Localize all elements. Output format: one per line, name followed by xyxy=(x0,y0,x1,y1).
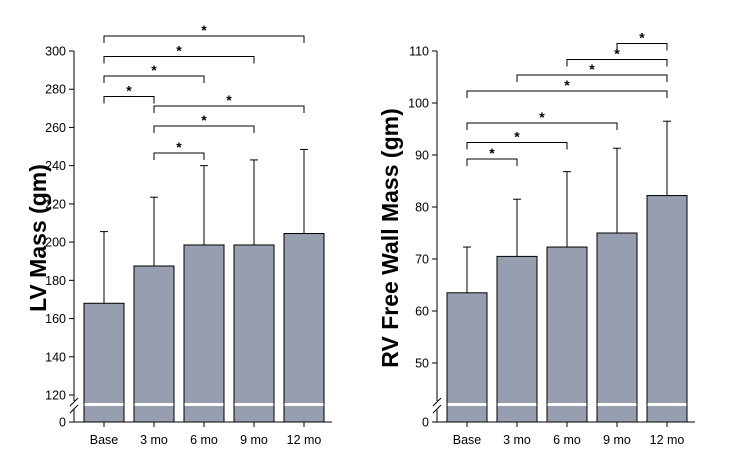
rv-y-axis-label: RV Free Wall Mass (gm) xyxy=(377,108,403,367)
rv-category-label: 3 mo xyxy=(503,433,531,447)
lv-significance-star: * xyxy=(176,43,182,59)
lv-y-tick-label: 200 xyxy=(45,236,66,250)
lv-y-tick-label: 140 xyxy=(45,350,66,364)
lv-axes: 0 120 140 160 180 200 220 240 260 280 300 xyxy=(45,45,332,430)
rv-bar-break xyxy=(597,403,637,406)
rv-category-label: 12 mo xyxy=(650,433,685,447)
lv-significance-bracket xyxy=(103,75,205,83)
lv-bar-break xyxy=(284,403,324,406)
lv-axis-break-mark xyxy=(69,404,79,414)
lv-y-tick-label: 220 xyxy=(45,197,66,211)
lv-significance-star: * xyxy=(176,139,182,155)
rv-category-label: Base xyxy=(453,433,482,447)
rv-significance-bracket xyxy=(466,158,518,166)
rv-significance-brackets: * * * * * * * xyxy=(466,30,668,166)
rv-significance-bracket xyxy=(466,122,618,130)
rv-y-tick-label: 100 xyxy=(408,97,429,111)
lv-bars: Base 3 mo 6 mo 9 mo 12 mo xyxy=(83,148,325,447)
lv-bar xyxy=(133,265,175,423)
rv-significance-bracket xyxy=(516,74,668,82)
rv-significance-star: * xyxy=(639,30,645,46)
rv-category-label: 6 mo xyxy=(553,433,581,447)
lv-y-tick-label: 120 xyxy=(45,389,66,403)
rv-mass-chart: RV Free Wall Mass (gm) 0 50 60 70 80 90 100 110… xyxy=(377,30,695,447)
lv-category-label: 6 mo xyxy=(190,433,218,447)
lv-significance-brackets: * * * * * * * xyxy=(103,22,305,160)
lv-significance-bracket xyxy=(103,35,305,43)
lv-y-tick-label: 300 xyxy=(45,45,66,59)
lv-significance-star: * xyxy=(151,62,157,78)
rv-bar-break xyxy=(647,403,687,406)
lv-category-label: 12 mo xyxy=(287,433,322,447)
rv-axis-break-mark xyxy=(432,397,442,407)
lv-significance-star: * xyxy=(126,83,132,99)
lv-bar xyxy=(233,244,275,423)
lv-significance-star: * xyxy=(226,92,232,108)
lv-y-tick-label: 180 xyxy=(45,274,66,288)
rv-bar xyxy=(646,195,688,423)
lv-bar-break xyxy=(234,403,274,406)
lv-bar-break xyxy=(184,403,224,406)
rv-y-tick-label: 110 xyxy=(409,45,429,59)
lv-bar xyxy=(283,233,325,423)
rv-significance-bracket xyxy=(566,59,668,67)
lv-y-tick-label: 260 xyxy=(45,121,66,135)
rv-y-tick-label: 70 xyxy=(415,253,429,267)
rv-bars: Base 3 mo 6 mo 9 mo 12 mo xyxy=(446,120,688,447)
rv-y-tick-label: 80 xyxy=(415,201,429,215)
lv-significance-bracket xyxy=(153,105,305,113)
lv-significance-star: * xyxy=(201,22,207,38)
rv-significance-star: * xyxy=(564,77,570,93)
rv-significance-star: * xyxy=(514,129,520,145)
rv-significance-star: * xyxy=(489,145,495,161)
lv-y-tick-label: 280 xyxy=(45,83,66,97)
rv-significance-star: * xyxy=(539,109,545,125)
rv-category-label: 9 mo xyxy=(603,433,631,447)
rv-y-tick-label: 50 xyxy=(415,357,429,371)
lv-bar xyxy=(83,302,125,423)
rv-bar-break xyxy=(547,403,587,406)
lv-bar-break xyxy=(84,403,124,406)
lv-mass-chart: LV Mass (gm) 0 120 140 160 180 200 220 240 260 28… xyxy=(25,22,332,447)
rv-y-tick-label: 0 xyxy=(422,416,429,430)
lv-significance-bracket xyxy=(103,96,155,104)
lv-category-label: 3 mo xyxy=(140,433,168,447)
lv-bar xyxy=(183,244,225,423)
rv-significance-bracket xyxy=(466,90,668,98)
lv-bar-break xyxy=(134,403,174,406)
lv-y-tick-label: 240 xyxy=(45,159,66,173)
rv-bar xyxy=(446,292,488,423)
rv-significance-bracket xyxy=(466,142,568,150)
lv-category-label: 9 mo xyxy=(240,433,268,447)
rv-bar-break xyxy=(497,403,537,406)
lv-y-axis-label: LV Mass (gm) xyxy=(25,164,51,312)
lv-y-tick-label: 160 xyxy=(45,312,66,326)
rv-significance-bracket xyxy=(616,43,668,51)
rv-bar-break xyxy=(447,403,487,406)
lv-y-tick-label: 0 xyxy=(59,416,66,430)
lv-significance-bracket xyxy=(153,152,205,160)
rv-bar xyxy=(596,232,638,423)
lv-significance-star: * xyxy=(201,112,207,128)
rv-significance-star: * xyxy=(614,46,620,62)
rv-y-tick-label: 60 xyxy=(415,305,429,319)
rv-bar xyxy=(496,255,538,423)
lv-significance-bracket xyxy=(103,56,255,64)
lv-significance-bracket xyxy=(153,125,255,133)
lv-axis-break-mark xyxy=(69,397,79,407)
rv-y-tick-label: 90 xyxy=(415,149,429,163)
rv-axes: 0 50 60 70 80 90 100 110 xyxy=(408,45,695,430)
lv-category-label: Base xyxy=(90,433,119,447)
rv-axis-break-mark xyxy=(432,404,442,414)
rv-significance-star: * xyxy=(589,61,595,77)
rv-bar xyxy=(546,246,588,423)
